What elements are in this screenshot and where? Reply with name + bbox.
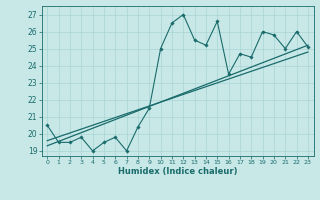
X-axis label: Humidex (Indice chaleur): Humidex (Indice chaleur) (118, 167, 237, 176)
